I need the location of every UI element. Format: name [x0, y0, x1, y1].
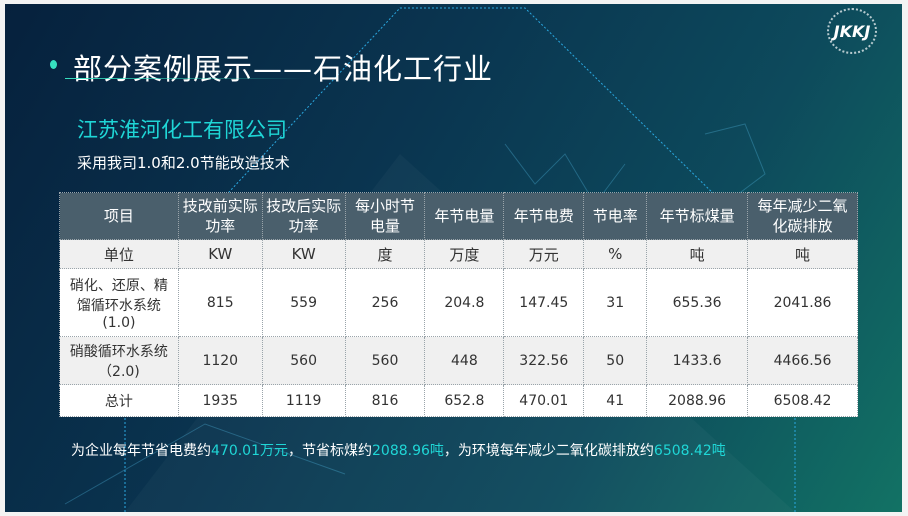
unit-cell: KW [177, 239, 263, 269]
table-cell: 1120 [177, 336, 263, 385]
unit-cell: 度 [344, 239, 426, 269]
savings-table: 项目 技改前实际功率 技改后实际功率 每小时节电量 年节电量 年节电费 节电率 … [59, 192, 858, 417]
table-cell: 204.8 [424, 268, 505, 337]
header-cell: 年节电量 [424, 192, 505, 240]
table-cell: 2088.96 [646, 384, 749, 417]
header-cell: 每小时节电量 [344, 192, 426, 240]
page-title: 部分案例展示——石油化工行业 [73, 52, 494, 86]
table-cell: 1433.6 [646, 336, 749, 385]
table-cell: 652.8 [424, 384, 505, 417]
table-cell: 2041.86 [747, 268, 858, 337]
summary-value: 6508.42吨 [653, 443, 726, 459]
table-cell: 448 [424, 336, 505, 385]
table-row: 硝酸循环水系统 （2.0) 1120 560 560 448 322.56 50… [59, 336, 858, 385]
header-cell: 项目 [59, 192, 179, 240]
table-cell: 816 [344, 384, 426, 417]
table-cell: 硝化、还原、精馏循环水系统(1.0) [59, 268, 179, 337]
table-cell: 6508.42 [747, 384, 858, 417]
header-cell: 年节标煤量 [646, 192, 749, 240]
unit-cell: 吨 [747, 239, 858, 269]
title-bullet-icon [50, 60, 57, 69]
summary-value: 2088.96吨 [372, 443, 444, 459]
table-cell: 256 [344, 268, 426, 337]
header-cell: 年节电费 [503, 192, 585, 240]
header-cell: 每年减少二氧化碳排放 [747, 192, 858, 240]
table-row: 硝化、还原、精馏循环水系统(1.0) 815 559 256 204.8 147… [59, 268, 858, 337]
header-cell: 技改后实际功率 [261, 192, 346, 240]
table-header-row: 项目 技改前实际功率 技改后实际功率 每小时节电量 年节电量 年节电费 节电率 … [59, 192, 858, 240]
unit-cell: 万度 [424, 239, 505, 269]
table-cell: 470.01 [503, 384, 585, 417]
unit-cell: % [583, 239, 648, 269]
summary-part: 为企业每年节省电费约 [71, 443, 211, 459]
table-cell: 1935 [177, 384, 263, 417]
company-logo: JKKJ [827, 8, 877, 54]
unit-cell: 吨 [646, 239, 749, 269]
table-cell: 4466.56 [747, 336, 858, 385]
total-row: 总计 1935 1119 816 652.8 470.01 41 2088.96… [59, 384, 858, 417]
summary-part: ，节省标煤约 [288, 443, 372, 459]
technology-subtitle: 采用我司1.0和2.0节能改造技术 [77, 154, 290, 172]
title-underline [65, 78, 305, 79]
table-cell: 41 [583, 384, 648, 417]
unit-cell: 单位 [59, 239, 179, 269]
header-cell: 技改前实际功率 [177, 192, 263, 240]
table-cell: 硝酸循环水系统 （2.0) [59, 336, 179, 385]
table-cell: 1119 [261, 384, 346, 417]
summary-part: ，为环境每年减少二氧化碳排放约 [443, 443, 654, 459]
unit-cell: KW [261, 239, 346, 269]
table-cell: 322.56 [503, 336, 585, 385]
table-cell: 总计 [59, 384, 179, 417]
table-cell: 559 [261, 268, 346, 337]
table-cell: 147.45 [503, 268, 585, 337]
company-name: 江苏淮河化工有限公司 [77, 118, 287, 142]
unit-row: 单位 KW KW 度 万度 万元 % 吨 吨 [59, 239, 858, 269]
summary-value: 470.01万元 [211, 443, 288, 459]
summary-text: 为企业每年节省电费约470.01万元，节省标煤约2088.96吨，为环境每年减少… [71, 440, 726, 460]
table-cell: 560 [344, 336, 426, 385]
table-cell: 655.36 [646, 268, 749, 337]
slide: JKKJ 部分案例展示——石油化工行业 江苏淮河化工有限公司 采用我司1.0和2… [5, 4, 902, 512]
header-cell: 节电率 [583, 192, 648, 240]
table-cell: 50 [583, 336, 648, 385]
unit-cell: 万元 [503, 239, 585, 269]
table-cell: 31 [583, 268, 648, 337]
table-cell: 815 [177, 268, 263, 337]
table-cell: 560 [261, 336, 346, 385]
